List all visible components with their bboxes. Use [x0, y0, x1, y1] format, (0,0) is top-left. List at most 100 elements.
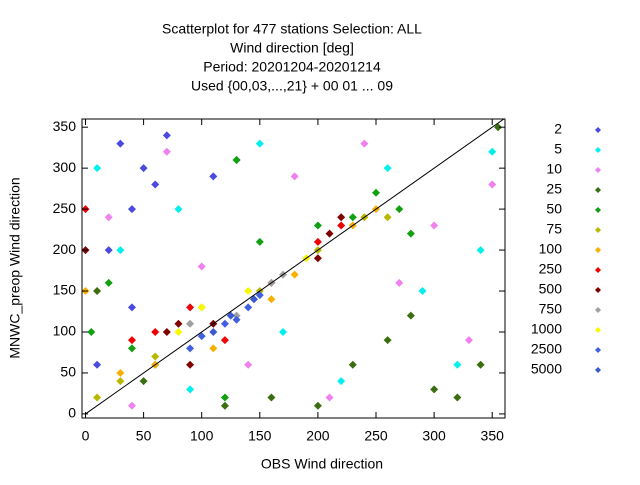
point [209, 344, 218, 353]
y-tick-label: 200 [53, 241, 77, 257]
legend-marker [595, 247, 601, 253]
point [406, 229, 415, 238]
point [127, 205, 136, 214]
point [116, 139, 125, 148]
point [249, 295, 258, 304]
point [476, 246, 485, 255]
point [244, 303, 253, 312]
x-tick-label: 100 [190, 428, 214, 444]
legend-label: 10 [546, 161, 562, 177]
point [209, 327, 218, 336]
plot-frame [81, 118, 506, 419]
x-tick-label: 250 [364, 428, 388, 444]
x-tick-label: 300 [422, 428, 446, 444]
point [151, 352, 160, 361]
legend-label: 5000 [531, 361, 562, 377]
point [232, 155, 241, 164]
legend-marker [595, 167, 601, 173]
point [186, 360, 195, 369]
point [290, 172, 299, 181]
legend-label: 50 [546, 201, 562, 217]
x-tick-label: 0 [82, 428, 90, 444]
point [220, 401, 229, 410]
legend-marker [595, 267, 601, 273]
y-tick-label: 0 [68, 405, 76, 421]
point [494, 123, 503, 132]
point [151, 180, 160, 189]
point [383, 164, 392, 173]
y-tick-label: 250 [53, 200, 77, 216]
point [174, 319, 183, 328]
point [325, 393, 334, 402]
point [232, 315, 241, 324]
point [104, 278, 113, 287]
point [337, 213, 346, 222]
point [116, 377, 125, 386]
legend-label: 5 [554, 141, 562, 157]
point [232, 311, 241, 320]
legend-marker [595, 227, 601, 233]
point [313, 221, 322, 230]
y-tick-label: 350 [53, 118, 77, 134]
point [162, 147, 171, 156]
legend-label: 100 [539, 241, 563, 257]
point [87, 327, 96, 336]
point [209, 172, 218, 181]
point [267, 393, 276, 402]
point [174, 327, 183, 336]
point [186, 344, 195, 353]
legend-marker [595, 127, 601, 133]
point [127, 336, 136, 345]
legend-marker [595, 347, 601, 353]
legend-marker [595, 367, 601, 373]
point [104, 213, 113, 222]
y-tick-label: 300 [53, 159, 77, 175]
point [220, 336, 229, 345]
x-tick-label: 50 [136, 428, 152, 444]
point [267, 295, 276, 304]
legend-marker [595, 207, 601, 213]
point [220, 393, 229, 402]
point [360, 139, 369, 148]
point [348, 360, 357, 369]
identity-line [85, 118, 505, 415]
x-axis-label: OBS Wind direction [261, 456, 383, 472]
point [395, 205, 404, 214]
point [186, 319, 195, 328]
point [104, 246, 113, 255]
chart-title: Used {00,03,...,21} + 00 01 ... 09 [191, 78, 393, 94]
point [348, 213, 357, 222]
point [453, 360, 462, 369]
point [93, 360, 102, 369]
point [313, 254, 322, 263]
point [337, 377, 346, 386]
point [174, 205, 183, 214]
point [488, 147, 497, 156]
point [255, 291, 264, 300]
point [93, 164, 102, 173]
point [244, 287, 253, 296]
legend-label: 75 [546, 221, 562, 237]
legend-label: 1000 [531, 321, 562, 337]
y-tick-label: 150 [53, 282, 77, 298]
legend-label: 750 [539, 301, 563, 317]
point [197, 303, 206, 312]
chart-title: Period: 20201204-20201214 [203, 59, 381, 75]
point [255, 237, 264, 246]
point [395, 278, 404, 287]
legend-marker [595, 307, 601, 313]
point [186, 303, 195, 312]
point [279, 327, 288, 336]
point [313, 401, 322, 410]
point [383, 336, 392, 345]
point [151, 327, 160, 336]
y-axis-label: MNWC_preop Wind direction [7, 177, 23, 358]
legend-label: 2500 [531, 341, 562, 357]
point [93, 287, 102, 296]
legend-label: 2 [554, 121, 562, 137]
point [244, 360, 253, 369]
point [197, 262, 206, 271]
point [226, 311, 235, 320]
legend-label: 250 [539, 261, 563, 277]
x-tick-label: 200 [306, 428, 330, 444]
